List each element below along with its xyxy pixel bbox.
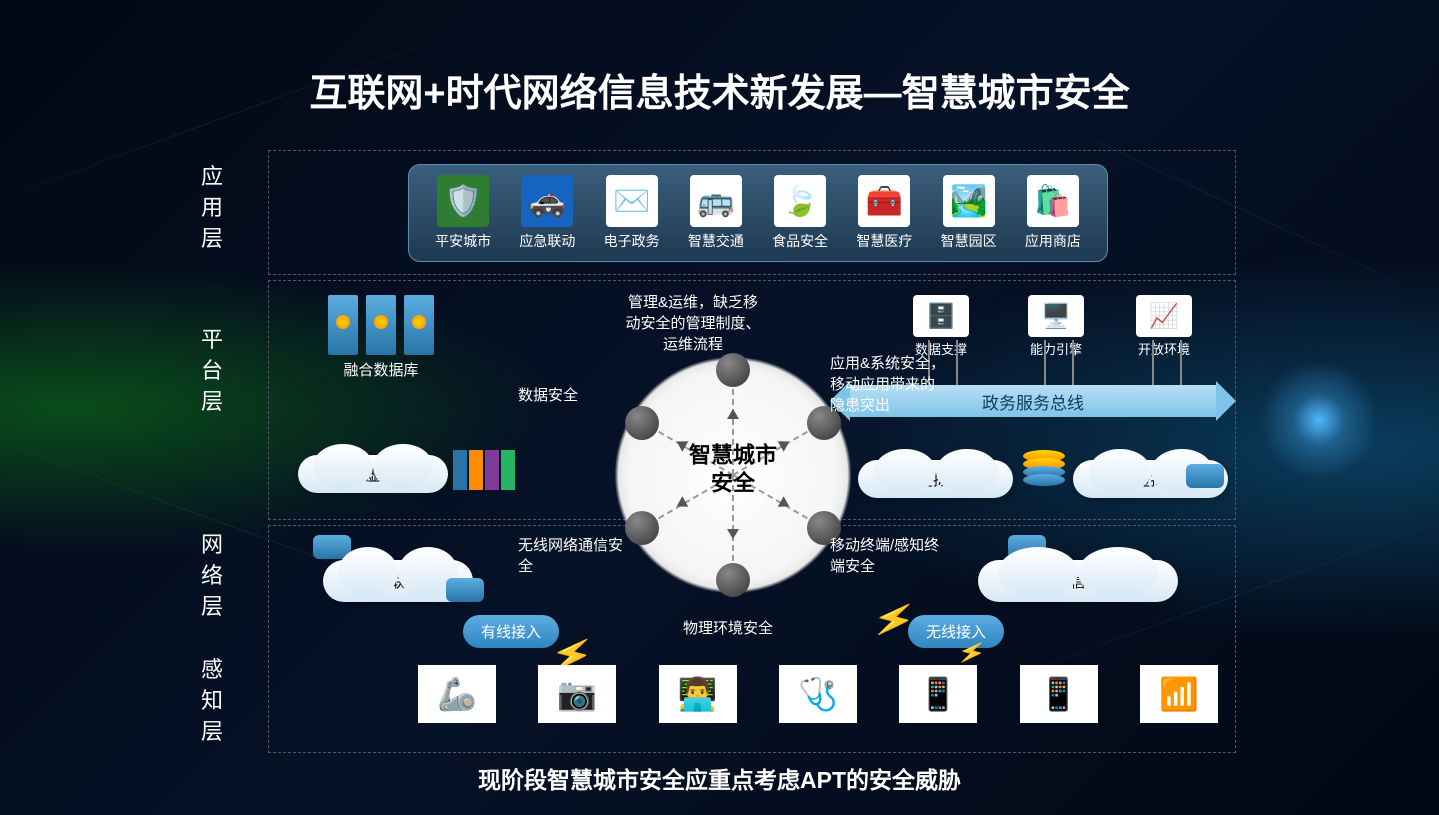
app-item-3: 🚌 智慧交通 xyxy=(688,175,744,251)
books-icon xyxy=(453,450,517,490)
layer-label-perception: 感知层 xyxy=(200,655,224,747)
fusion-db-label: 融合数据库 xyxy=(343,359,418,380)
app-icon: 🛡️ xyxy=(437,175,489,227)
hub-label-bl: 无线网络通信安全 xyxy=(518,535,628,577)
cloud-storage-virt: 存储虚拟化 xyxy=(858,460,1013,498)
cloud-wireless-access: 无线接入 xyxy=(908,615,1004,648)
hub-center-label: 智慧城市 安全 xyxy=(689,441,777,498)
comm-label: 通信网 xyxy=(1055,571,1100,592)
app-icon: 🏞️ xyxy=(943,175,995,227)
device-2: 👨‍💻 xyxy=(659,665,737,723)
hub-label-tr: 应用&系统安全，移动应用带来的 隐患突出 xyxy=(830,353,945,416)
app-label: 智慧交通 xyxy=(688,231,744,251)
engine-icon: 🖥️ xyxy=(1028,295,1084,337)
disk-stack-icon xyxy=(1023,450,1065,482)
hub-label-tl: 数据安全 xyxy=(518,385,598,406)
architecture-diagram: 🛡️ 平安城市 🚓 应急联动 ✉️ 电子政务 🚌 智慧交通 🍃 食品安全 🧰 智慧医疗 🏞️… xyxy=(268,150,1236,755)
router-icon xyxy=(446,578,484,602)
fusion-db-icon: 融合数据库 xyxy=(328,295,434,380)
hub-node xyxy=(625,511,659,545)
device-6: 📶 xyxy=(1140,665,1218,723)
cloud-chart-icon: 📈 xyxy=(1136,295,1192,337)
hub-label-top: 管理&运维，缺乏移动安全的管理制度、运维流程 xyxy=(623,292,763,355)
app-icon: 🚓 xyxy=(521,175,573,227)
app-item-4: 🍃 食品安全 xyxy=(772,175,828,251)
wireless-label: 无线接入 xyxy=(926,621,986,642)
app-item-1: 🚓 应急联动 xyxy=(519,175,575,251)
iot-label: 物联网 xyxy=(375,571,420,592)
hub-node xyxy=(625,406,659,440)
router-icon xyxy=(1186,464,1224,488)
application-bar: 🛡️ 平安城市 🚓 应急联动 ✉️ 电子政务 🚌 智慧交通 🍃 食品安全 🧰 智慧医疗 🏞️… xyxy=(408,164,1108,262)
app-icon: 🚌 xyxy=(690,175,742,227)
cloud-wired-access: 有线接入 xyxy=(463,615,559,648)
app-item-5: 🧰 智慧医疗 xyxy=(856,175,912,251)
device-4: 📱 xyxy=(899,665,977,723)
hub-label-br: 移动终端/感知终 端安全 xyxy=(830,535,950,577)
perception-devices: 🦾 📷 👨‍💻 🩺 📱 📱 📶 xyxy=(418,665,1218,723)
app-item-6: 🏞️ 智慧园区 xyxy=(941,175,997,251)
app-label: 电子政务 xyxy=(604,231,660,251)
app-label: 平安城市 xyxy=(435,231,491,251)
hub-label-bottom: 物理环境安全 xyxy=(658,618,798,639)
arrow-icon xyxy=(727,409,739,419)
lens-flare xyxy=(1259,360,1379,480)
app-icon: 🍃 xyxy=(774,175,826,227)
app-label: 食品安全 xyxy=(772,231,828,251)
cloud-compute-virt: 计算虚拟化 xyxy=(298,455,448,493)
svc-capability-engine: 🖥️ 能力引擎 xyxy=(1028,295,1084,358)
app-item-7: 🛍️ 应用商店 xyxy=(1025,175,1081,251)
app-icon: ✉️ xyxy=(606,175,658,227)
security-hub: 智慧城市 安全 xyxy=(598,340,868,610)
layer-label-app: 应用层 xyxy=(200,162,224,254)
arrow-icon xyxy=(727,529,739,539)
app-icon: 🧰 xyxy=(858,175,910,227)
service-bus-label: 政务服务总线 xyxy=(982,389,1084,414)
app-item-0: 🛡️ 平安城市 xyxy=(435,175,491,251)
cloud-comm: 通信网 xyxy=(978,560,1178,602)
app-label: 智慧医疗 xyxy=(856,231,912,251)
layer-label-platform: 平台层 xyxy=(200,325,224,417)
device-1: 📷 xyxy=(538,665,616,723)
app-label: 应急联动 xyxy=(519,231,575,251)
hub-node xyxy=(716,353,750,387)
wired-label: 有线接入 xyxy=(481,621,541,642)
database-icon: 🗄️ xyxy=(913,295,969,337)
app-item-2: ✉️ 电子政务 xyxy=(604,175,660,251)
svc-data-support: 🗄️ 数据支撑 xyxy=(913,295,969,358)
layer-label-network: 网络层 xyxy=(200,530,224,622)
device-0: 🦾 xyxy=(418,665,496,723)
hub-node xyxy=(716,563,750,597)
svc-open-env: 📈 开放环境 xyxy=(1136,295,1192,358)
device-3: 🩺 xyxy=(779,665,857,723)
device-5: 📱 xyxy=(1020,665,1098,723)
storage-virt-label: 存储虚拟化 xyxy=(888,469,963,490)
slide-footer: 现阶段智慧城市安全应重点考虑APT的安全威胁 xyxy=(478,761,961,795)
compute-virt-label: 计算虚拟化 xyxy=(335,464,410,485)
app-label: 智慧园区 xyxy=(941,231,997,251)
slide-title: 互联网+时代网络信息技术新发展—智慧城市安全 xyxy=(309,62,1129,117)
network-virt-label: 网络虚拟化 xyxy=(1105,469,1180,490)
app-icon: 🛍️ xyxy=(1027,175,1079,227)
app-label: 应用商店 xyxy=(1025,231,1081,251)
